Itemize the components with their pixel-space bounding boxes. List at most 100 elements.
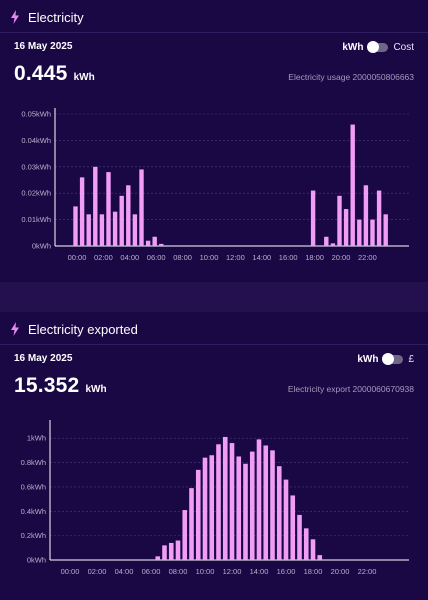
chart-bar[interactable] bbox=[159, 243, 164, 246]
y-tick-label: 0.03kWh bbox=[21, 162, 51, 171]
chart-bar[interactable] bbox=[175, 540, 181, 560]
chart-bar[interactable] bbox=[216, 444, 221, 560]
chart-bar[interactable] bbox=[93, 166, 98, 246]
chart-bar[interactable] bbox=[86, 214, 91, 246]
y-tick-label: 0.02kWh bbox=[21, 189, 51, 198]
y-tick-label: 1kWh bbox=[27, 434, 46, 443]
chart-bar[interactable] bbox=[106, 172, 111, 246]
chart-bar[interactable] bbox=[79, 177, 85, 246]
x-tick-label: 06:00 bbox=[142, 567, 161, 576]
chart-bar[interactable] bbox=[363, 185, 369, 246]
switch-knob bbox=[367, 40, 380, 53]
total-value: 0.445 bbox=[14, 62, 68, 85]
x-tick-label: 02:00 bbox=[88, 567, 107, 576]
x-tick-label: 04:00 bbox=[115, 567, 134, 576]
unit-toggle[interactable]: kWh Cost bbox=[342, 40, 414, 54]
switch-knob bbox=[382, 352, 395, 365]
chart-bar[interactable] bbox=[276, 466, 282, 560]
x-tick-label: 02:00 bbox=[94, 253, 113, 262]
date-label: 16 May 2025 bbox=[14, 41, 73, 52]
chart-bar[interactable] bbox=[310, 190, 316, 246]
chart-bar[interactable] bbox=[202, 457, 208, 560]
toggle-currency-label: £ bbox=[408, 353, 414, 365]
meter-label: Electricity usage 2000050806663 bbox=[288, 72, 414, 82]
usage-chart[interactable]: 0kWh 0.01kWh 0.02kWh 0.03kWh 0.04kWh 0.05kWh 0… bbox=[0, 100, 428, 272]
total-usage: 0.445 kWh bbox=[14, 62, 95, 86]
x-tick-label: 00:00 bbox=[68, 253, 87, 262]
chart-bar[interactable] bbox=[119, 195, 124, 246]
x-tick-label: 14:00 bbox=[252, 253, 271, 262]
x-tick-label: 22:00 bbox=[358, 567, 377, 576]
chart-bar[interactable] bbox=[209, 455, 215, 560]
chart-bar[interactable] bbox=[243, 463, 248, 560]
chart-bar[interactable] bbox=[145, 240, 151, 246]
chart-bar[interactable] bbox=[310, 539, 316, 560]
x-tick-label: 08:00 bbox=[173, 253, 192, 262]
x-tick-label: 04:00 bbox=[120, 253, 139, 262]
chart-bar[interactable] bbox=[168, 542, 174, 560]
chart-bar[interactable] bbox=[222, 436, 228, 560]
unit-switch[interactable] bbox=[367, 40, 389, 53]
card-title: Electricity bbox=[28, 9, 84, 25]
chart-bar[interactable] bbox=[297, 514, 302, 560]
lightning-bolt-icon bbox=[11, 10, 19, 24]
total-unit: kWh bbox=[85, 384, 107, 395]
chart-bar[interactable] bbox=[376, 190, 382, 246]
y-tick-label: 0.6kWh bbox=[21, 482, 46, 491]
x-tick-label: 12:00 bbox=[226, 253, 245, 262]
x-tick-label: 14:00 bbox=[250, 567, 269, 576]
unit-switch[interactable] bbox=[382, 352, 404, 365]
chart-bar[interactable] bbox=[357, 219, 362, 246]
chart-bar[interactable] bbox=[162, 545, 167, 560]
chart-bar[interactable] bbox=[182, 510, 188, 560]
chart-bar[interactable] bbox=[337, 195, 342, 246]
exported-header[interactable]: Electricity exported bbox=[10, 320, 138, 338]
unit-toggle[interactable]: kWh £ bbox=[357, 352, 414, 366]
chart-bar[interactable] bbox=[229, 443, 235, 560]
chart-bar[interactable] bbox=[263, 445, 269, 560]
x-tick-label: 20:00 bbox=[331, 567, 350, 576]
chart-bar[interactable] bbox=[330, 243, 336, 246]
x-tick-label: 16:00 bbox=[277, 567, 296, 576]
chart-bar[interactable] bbox=[112, 211, 118, 246]
chart-bar[interactable] bbox=[324, 236, 329, 246]
x-tick-label: 10:00 bbox=[200, 253, 219, 262]
chart-bar[interactable] bbox=[99, 214, 105, 246]
y-tick-label: 0.04kWh bbox=[21, 136, 51, 145]
chart-bar[interactable] bbox=[155, 556, 161, 560]
chart-bar[interactable] bbox=[256, 439, 262, 560]
section-gap bbox=[0, 282, 428, 312]
x-tick-label: 18:00 bbox=[304, 567, 323, 576]
chart-bar[interactable] bbox=[383, 214, 388, 246]
chart-bar[interactable] bbox=[236, 456, 242, 560]
card-title: Electricity exported bbox=[28, 321, 138, 337]
total-value: 15.352 bbox=[14, 374, 80, 397]
toggle-cost-label: Cost bbox=[393, 41, 414, 53]
chart-bar[interactable] bbox=[290, 495, 296, 560]
chart-bar[interactable] bbox=[317, 555, 323, 560]
y-tick-label: 0kWh bbox=[27, 556, 46, 565]
chart-bar[interactable] bbox=[195, 469, 201, 560]
chart-bar[interactable] bbox=[270, 450, 275, 560]
chart-bar[interactable] bbox=[350, 124, 355, 246]
chart-bar[interactable] bbox=[126, 185, 131, 246]
chart-bar[interactable] bbox=[303, 528, 309, 560]
chart-bar[interactable] bbox=[73, 206, 78, 246]
chart-bar[interactable] bbox=[249, 451, 255, 560]
electricity-header[interactable]: Electricity bbox=[10, 8, 84, 26]
divider bbox=[0, 344, 428, 345]
x-tick-label: 06:00 bbox=[147, 253, 166, 262]
chart-bar[interactable] bbox=[283, 479, 289, 560]
chart-bar[interactable] bbox=[132, 214, 138, 246]
export-chart[interactable]: 0kWh 0.2kWh 0.4kWh 0.6kWh 0.8kWh 1kWh 00:00 02:… bbox=[0, 412, 428, 592]
x-tick-label: 12:00 bbox=[223, 567, 242, 576]
x-tick-label: 10:00 bbox=[196, 567, 215, 576]
y-tick-label: 0.01kWh bbox=[21, 215, 51, 224]
chart-bar[interactable] bbox=[370, 219, 375, 246]
chart-bar[interactable] bbox=[139, 169, 144, 246]
chart-bar[interactable] bbox=[343, 209, 349, 246]
x-tick-label: 00:00 bbox=[61, 567, 80, 576]
y-tick-label: 0kWh bbox=[32, 242, 51, 251]
chart-bar[interactable] bbox=[152, 236, 157, 246]
chart-bar[interactable] bbox=[189, 488, 194, 560]
